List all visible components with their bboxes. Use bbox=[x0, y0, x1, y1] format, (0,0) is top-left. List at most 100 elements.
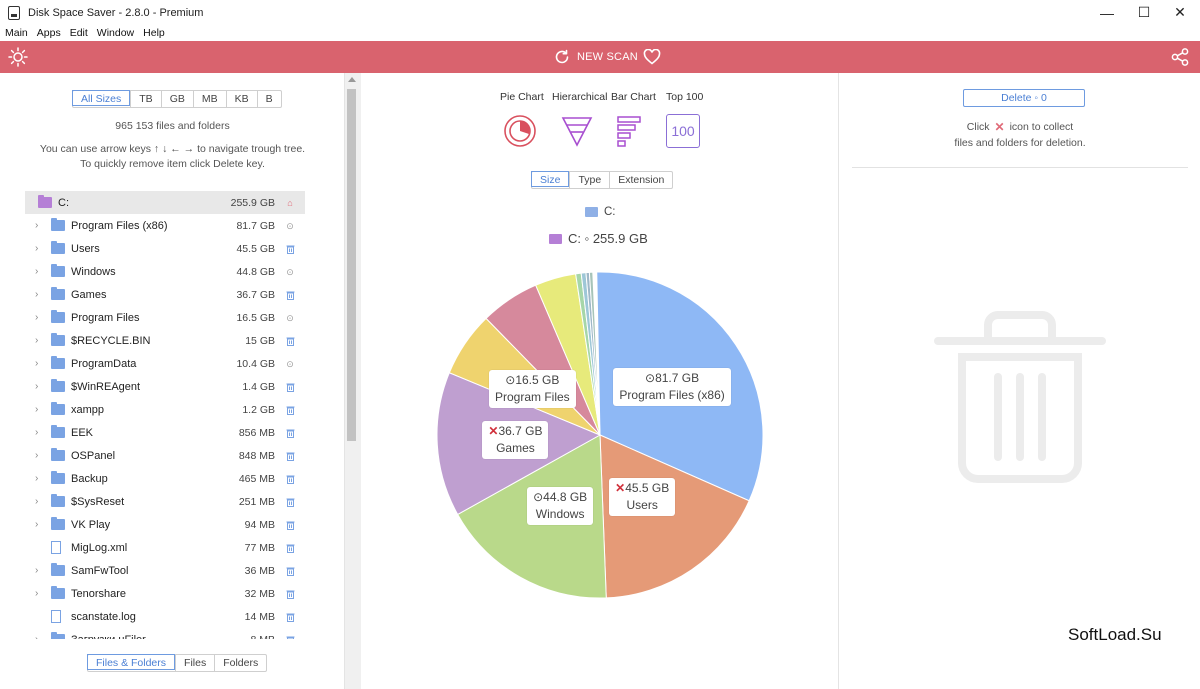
chevron-right-icon[interactable]: › bbox=[35, 312, 39, 323]
bar-chart-icon[interactable] bbox=[613, 114, 647, 148]
tree-row[interactable]: › EEK 856 MB bbox=[25, 421, 305, 444]
tree-row[interactable]: › $RECYCLE.BIN 15 GB bbox=[25, 329, 305, 352]
tree-row[interactable]: › Tenorshare 32 MB bbox=[25, 582, 305, 605]
chart-type-hierarchical-label[interactable]: Hierarchical bbox=[552, 91, 608, 103]
group-by-size[interactable]: Size bbox=[531, 171, 570, 187]
trash-icon[interactable] bbox=[285, 497, 295, 507]
tree-row[interactable]: › Program Files (x86) 81.7 GB ⊙ bbox=[25, 214, 305, 237]
chevron-right-icon[interactable]: › bbox=[35, 473, 39, 484]
tree-root-row[interactable]: C: 255.9 GB ⌂ bbox=[25, 191, 305, 214]
group-by-type[interactable]: Type bbox=[569, 172, 609, 188]
trash-icon[interactable] bbox=[285, 474, 295, 484]
chevron-right-icon[interactable]: › bbox=[35, 404, 39, 415]
chart-type-bar-label[interactable]: Bar Chart bbox=[611, 91, 656, 103]
menu-window[interactable]: Window bbox=[96, 27, 135, 39]
tree-row[interactable]: › $WinREAgent 1.4 GB bbox=[25, 375, 305, 398]
tree-row[interactable]: scanstate.log 14 MB bbox=[25, 605, 305, 628]
tree-row[interactable]: › VK Play 94 MB bbox=[25, 513, 305, 536]
home-icon[interactable]: ⌂ bbox=[287, 197, 293, 208]
trash-icon[interactable] bbox=[285, 612, 295, 622]
menu-help[interactable]: Help bbox=[143, 27, 165, 39]
size-filter-kb[interactable]: KB bbox=[225, 91, 257, 107]
chevron-right-icon[interactable]: › bbox=[35, 634, 47, 639]
chevron-right-icon[interactable]: › bbox=[35, 427, 39, 438]
heart-icon[interactable] bbox=[643, 49, 661, 65]
tree-row[interactable]: › Backup 465 MB bbox=[25, 467, 305, 490]
trash-icon[interactable] bbox=[285, 451, 295, 461]
chevron-right-icon[interactable]: › bbox=[35, 519, 39, 530]
trash-icon[interactable] bbox=[285, 405, 295, 415]
close-x-icon[interactable]: ✕ bbox=[615, 481, 626, 495]
tree-row[interactable]: › OSPanel 848 MB bbox=[25, 444, 305, 467]
group-by-extension[interactable]: Extension bbox=[609, 172, 672, 188]
chevron-right-icon[interactable]: › bbox=[35, 588, 39, 599]
system-gear-icon[interactable]: ⊙ bbox=[286, 312, 294, 323]
trash-icon[interactable] bbox=[285, 520, 295, 530]
tree-row[interactable]: › Windows 44.8 GB ⊙ bbox=[25, 260, 305, 283]
size-filter-all[interactable]: All Sizes bbox=[72, 90, 131, 106]
system-gear-icon[interactable]: ⊙ bbox=[286, 220, 294, 231]
new-scan-button[interactable]: NEW SCAN bbox=[553, 47, 638, 67]
chevron-right-icon[interactable]: › bbox=[35, 565, 39, 576]
menu-apps[interactable]: Apps bbox=[36, 27, 61, 39]
tree-row[interactable]: › Games 36.7 GB bbox=[25, 283, 305, 306]
top-100-icon[interactable]: 100 bbox=[666, 114, 700, 148]
tree-row[interactable]: › ProgramData 10.4 GB ⊙ bbox=[25, 352, 305, 375]
chart-type-top100-label[interactable]: Top 100 bbox=[666, 91, 704, 103]
folder-icon bbox=[51, 586, 65, 599]
chevron-right-icon[interactable]: › bbox=[35, 450, 39, 461]
close-button[interactable]: ✕ bbox=[1174, 4, 1186, 20]
filter-files-folders[interactable]: Files & Folders bbox=[87, 654, 176, 670]
filter-folders[interactable]: Folders bbox=[214, 655, 266, 671]
filter-files[interactable]: Files bbox=[175, 655, 214, 671]
share-icon[interactable] bbox=[1170, 47, 1190, 67]
trash-icon[interactable] bbox=[285, 635, 295, 639]
trash-icon[interactable] bbox=[285, 244, 295, 254]
breadcrumb[interactable]: C: bbox=[585, 206, 616, 218]
size-filter-b[interactable]: B bbox=[256, 91, 281, 107]
chevron-right-icon[interactable]: › bbox=[35, 243, 39, 254]
system-gear-icon[interactable]: ⊙ bbox=[286, 358, 294, 369]
tree-row[interactable]: › SamFwTool 36 MB bbox=[25, 559, 305, 582]
menu-main[interactable]: Main bbox=[5, 27, 28, 39]
chevron-right-icon[interactable]: › bbox=[35, 381, 39, 392]
pie-slice[interactable] bbox=[588, 271, 601, 436]
tree-scrollbar[interactable] bbox=[345, 73, 361, 689]
chart-type-pie-label[interactable]: Pie Chart bbox=[500, 91, 544, 103]
tree-row[interactable]: › Program Files 16.5 GB ⊙ bbox=[25, 306, 305, 329]
pie-slice[interactable] bbox=[599, 434, 750, 599]
hierarchical-chart-icon[interactable] bbox=[560, 114, 594, 148]
scroll-thumb[interactable] bbox=[347, 89, 356, 441]
chevron-right-icon[interactable]: › bbox=[35, 289, 39, 300]
tree-row[interactable]: MigLog.xml 77 MB bbox=[25, 536, 305, 559]
scroll-up-arrow-icon[interactable] bbox=[348, 77, 356, 82]
chevron-right-icon[interactable]: › bbox=[35, 220, 39, 231]
tree-row[interactable]: › Загрузки uFiler8 MB bbox=[25, 628, 305, 639]
system-gear-icon[interactable]: ⊙ bbox=[286, 266, 294, 277]
size-filter-mb[interactable]: MB bbox=[192, 91, 226, 107]
trash-icon[interactable] bbox=[285, 589, 295, 599]
trash-icon[interactable] bbox=[285, 382, 295, 392]
pie-slice-name: Users bbox=[626, 498, 658, 512]
chevron-right-icon[interactable]: › bbox=[35, 266, 39, 277]
chevron-right-icon[interactable]: › bbox=[35, 358, 39, 369]
pie-chart-icon[interactable] bbox=[503, 114, 537, 148]
theme-sun-icon[interactable] bbox=[8, 47, 28, 67]
trash-icon[interactable] bbox=[285, 566, 295, 576]
maximize-button[interactable]: ☐ bbox=[1137, 4, 1151, 20]
tree-row[interactable]: › Users 45.5 GB bbox=[25, 237, 305, 260]
trash-icon[interactable] bbox=[285, 290, 295, 300]
size-filter-tb[interactable]: TB bbox=[130, 91, 160, 107]
trash-icon[interactable] bbox=[285, 543, 295, 553]
trash-icon[interactable] bbox=[285, 428, 295, 438]
minimize-button[interactable]: — bbox=[1100, 4, 1114, 21]
trash-icon[interactable] bbox=[285, 336, 295, 346]
tree-row[interactable]: › $SysReset 251 MB bbox=[25, 490, 305, 513]
chevron-right-icon[interactable]: › bbox=[35, 496, 39, 507]
delete-button[interactable]: Delete ◦ 0 bbox=[963, 89, 1085, 107]
menu-edit[interactable]: Edit bbox=[69, 27, 88, 39]
chevron-right-icon[interactable]: › bbox=[35, 335, 39, 346]
size-filter-gb[interactable]: GB bbox=[160, 91, 193, 107]
tree-row[interactable]: › xampp 1.2 GB bbox=[25, 398, 305, 421]
close-x-icon[interactable]: ✕ bbox=[488, 423, 499, 438]
